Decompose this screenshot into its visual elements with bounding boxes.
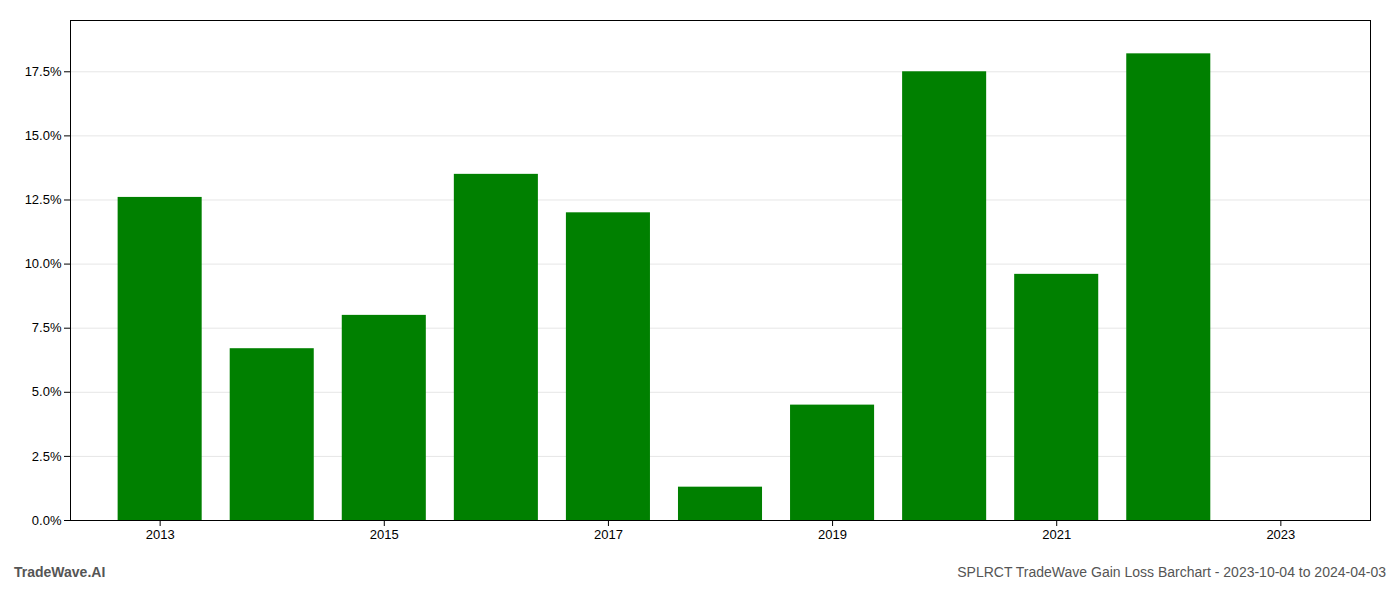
svg-text:2.5%: 2.5% bbox=[32, 449, 62, 464]
svg-text:2013: 2013 bbox=[146, 527, 175, 542]
html-text:SPLRCT TradeWave Gain Loss Bar: SPLRCT TradeWave Gain Loss Barchart - 20… bbox=[957, 564, 1386, 580]
svg-text:2017: 2017 bbox=[594, 527, 623, 542]
svg-text:10.0%: 10.0% bbox=[25, 256, 62, 271]
svg-text:5.0%: 5.0% bbox=[32, 384, 62, 399]
svg-text:7.5%: 7.5% bbox=[32, 320, 62, 335]
svg-text:2015: 2015 bbox=[370, 527, 399, 542]
svg-text:12.5%: 12.5% bbox=[25, 192, 62, 207]
svg-text:2019: 2019 bbox=[818, 527, 847, 542]
svg-text:15.0%: 15.0% bbox=[25, 128, 62, 143]
html-text:TradeWave.AI: TradeWave.AI bbox=[14, 564, 106, 580]
svg-text:0.0%: 0.0% bbox=[32, 513, 62, 528]
svg-text:2021: 2021 bbox=[1042, 527, 1071, 542]
svg-text:17.5%: 17.5% bbox=[25, 64, 62, 79]
svg-text:2023: 2023 bbox=[1266, 527, 1295, 542]
